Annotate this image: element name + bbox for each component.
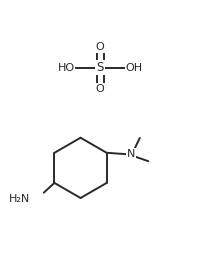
Text: H₂N: H₂N bbox=[9, 194, 30, 204]
Text: S: S bbox=[96, 61, 104, 74]
Text: N: N bbox=[127, 149, 135, 159]
Text: OH: OH bbox=[125, 63, 143, 73]
Text: O: O bbox=[96, 42, 104, 52]
Text: O: O bbox=[96, 83, 104, 93]
Text: HO: HO bbox=[57, 63, 75, 73]
